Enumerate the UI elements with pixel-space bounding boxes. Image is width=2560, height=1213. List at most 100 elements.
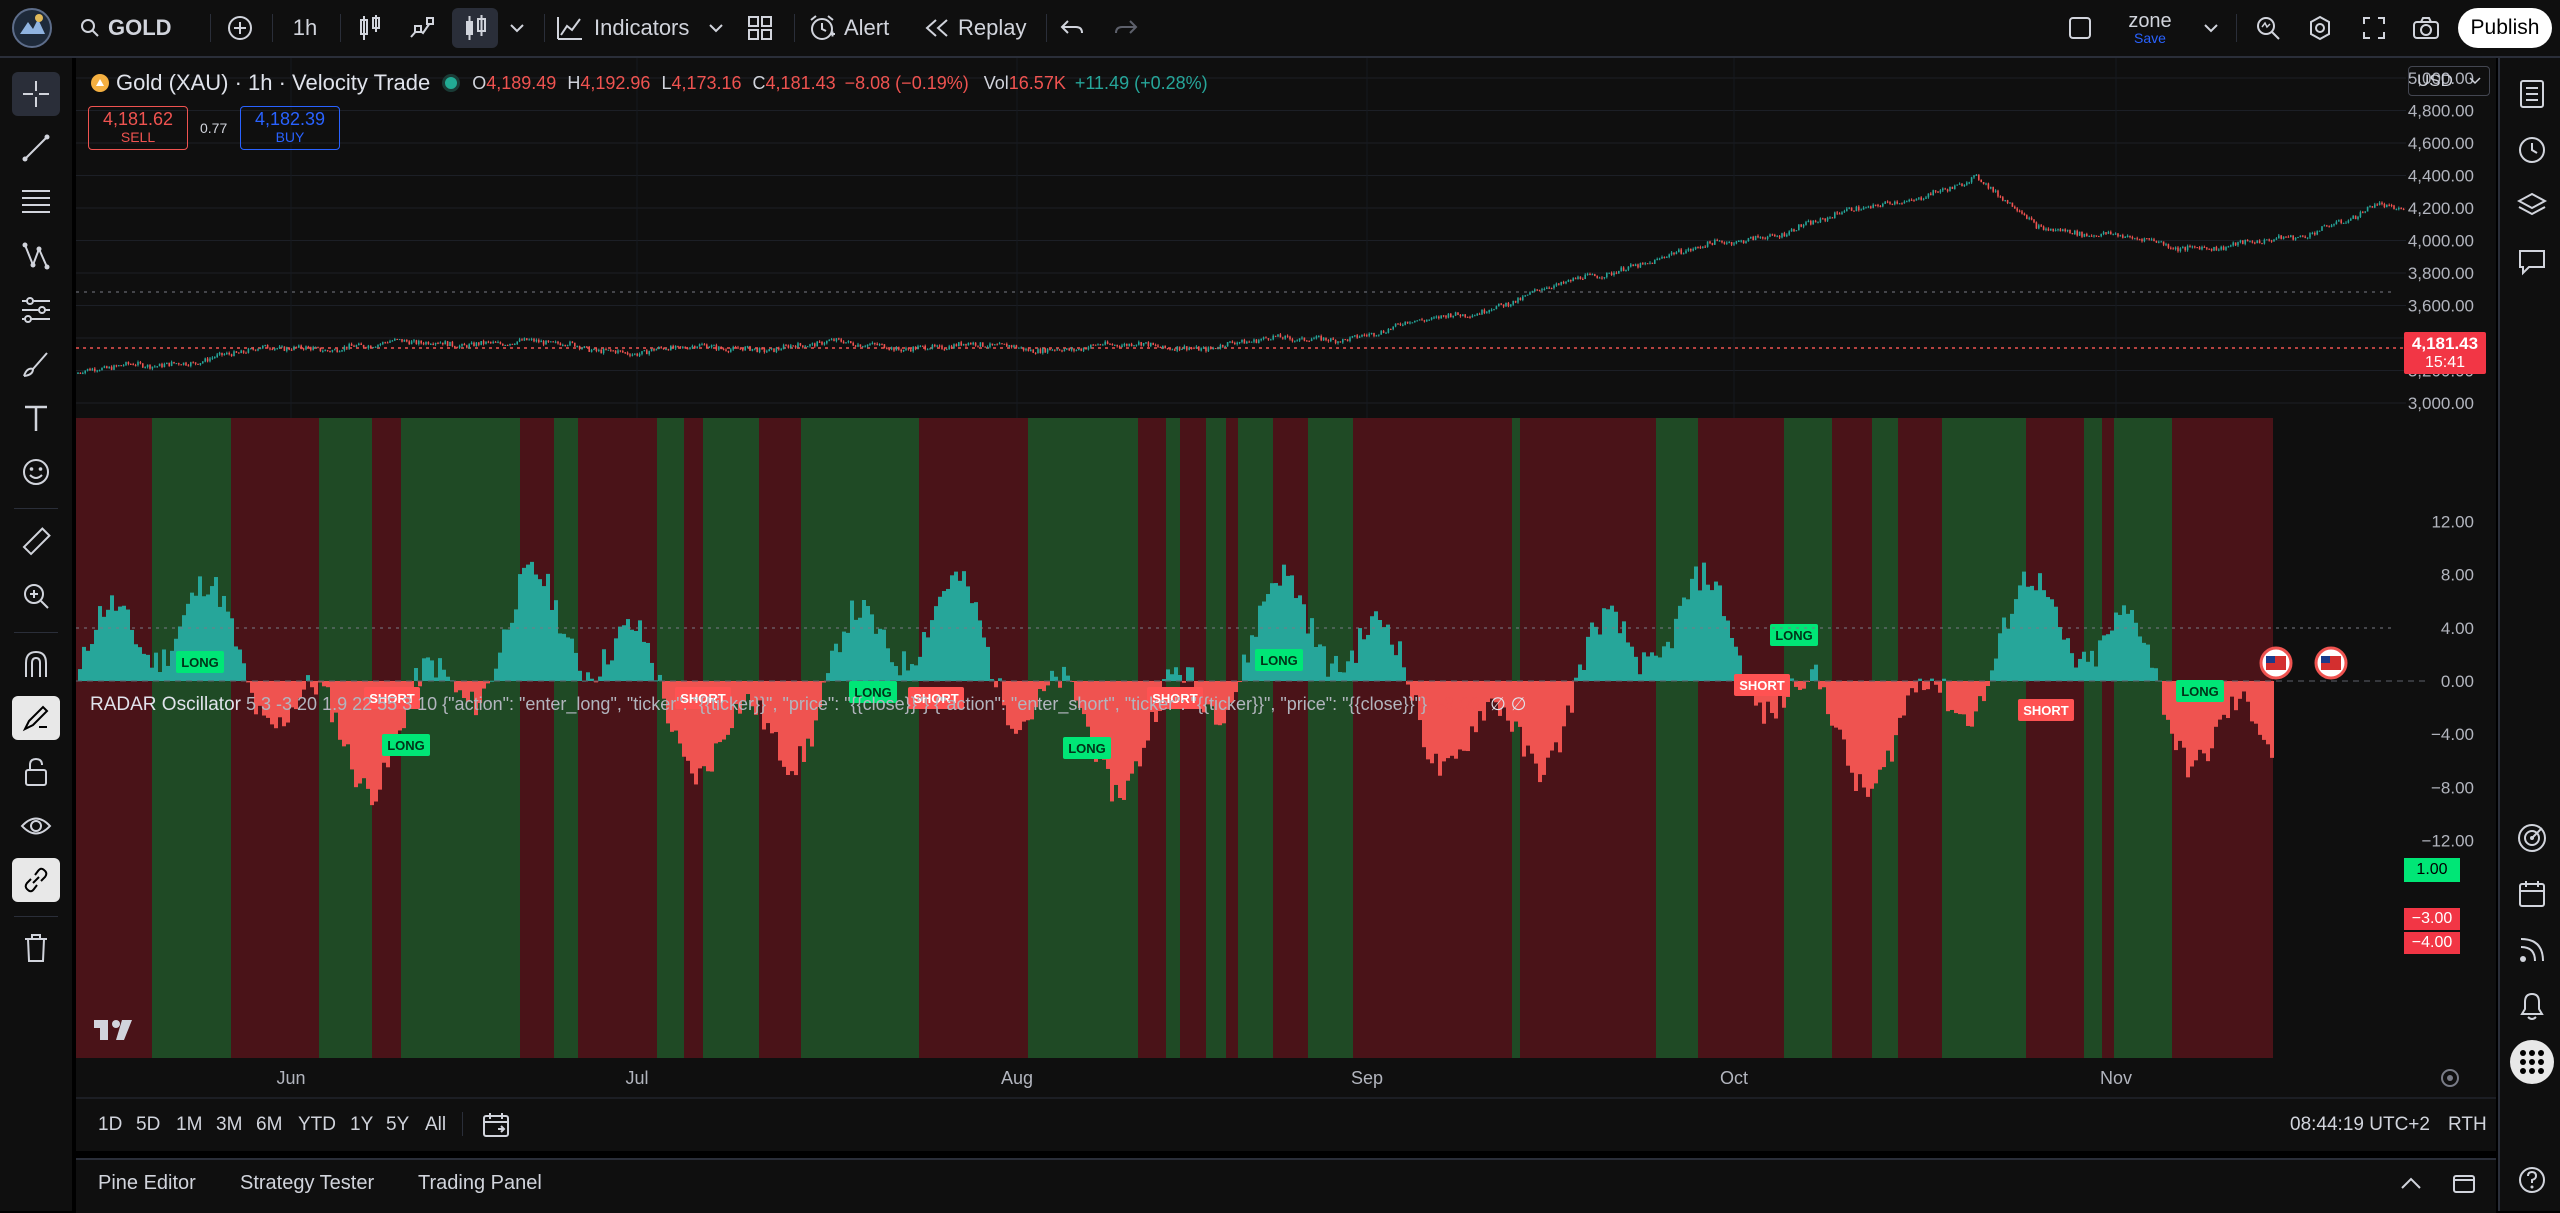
negative-bar bbox=[346, 681, 350, 745]
link-icon[interactable] bbox=[12, 858, 60, 902]
settings-gear-icon[interactable] bbox=[2441, 1069, 2459, 1087]
candle-body bbox=[91, 368, 94, 371]
trash-icon[interactable] bbox=[12, 926, 60, 970]
positive-bar bbox=[134, 644, 138, 681]
positive-bar bbox=[434, 677, 438, 681]
chevron-down-icon[interactable] bbox=[2196, 8, 2226, 48]
chevron-down-icon[interactable] bbox=[502, 8, 532, 48]
chevron-up-icon[interactable] bbox=[2400, 1176, 2422, 1190]
candle-body bbox=[1380, 331, 1382, 335]
tab-strategy-tester[interactable]: Strategy Tester bbox=[240, 1172, 375, 1194]
help-icon[interactable] bbox=[2510, 1158, 2554, 1202]
candle-body bbox=[1790, 229, 1793, 232]
candle-body bbox=[1406, 321, 1409, 324]
forecasting-icon[interactable] bbox=[12, 288, 60, 332]
long-tag-label: LONG bbox=[854, 685, 892, 700]
interval-button[interactable]: 1h bbox=[282, 8, 328, 48]
range-5y[interactable]: 5Y bbox=[386, 1114, 410, 1135]
brush-icon[interactable] bbox=[12, 342, 60, 386]
bar-style-icon[interactable] bbox=[350, 8, 390, 48]
go-to-date-icon[interactable] bbox=[482, 1112, 510, 1138]
fib-retracement-icon[interactable] bbox=[12, 180, 60, 224]
candle-body bbox=[926, 349, 929, 351]
indicators-button[interactable]: Indicators bbox=[556, 8, 726, 48]
calendar-icon[interactable] bbox=[2510, 872, 2554, 916]
eye-icon[interactable] bbox=[12, 804, 60, 848]
positive-bar bbox=[906, 670, 910, 681]
target-icon[interactable] bbox=[2510, 816, 2554, 860]
settings-gear-icon[interactable] bbox=[2300, 8, 2340, 48]
range-ytd[interactable]: YTD bbox=[298, 1114, 336, 1135]
candle-body bbox=[2333, 224, 2335, 226]
candle-body bbox=[1332, 338, 1334, 340]
ruler-icon[interactable] bbox=[12, 520, 60, 564]
crosshair-icon[interactable] bbox=[12, 72, 60, 116]
chat-icon[interactable] bbox=[2510, 240, 2554, 284]
quick-search-icon[interactable] bbox=[2248, 8, 2288, 48]
currency-select[interactable]: USD bbox=[2408, 66, 2490, 96]
stay-in-drawing-mode-icon[interactable] bbox=[12, 696, 60, 740]
tab-trading-panel[interactable]: Trading Panel bbox=[418, 1172, 542, 1194]
candle-body bbox=[1814, 220, 1817, 223]
candle-body bbox=[2114, 233, 2117, 235]
alert-button[interactable]: Alert bbox=[808, 8, 908, 48]
fullscreen-square-icon[interactable] bbox=[2060, 8, 2100, 48]
positive-bar bbox=[1350, 650, 1354, 681]
candle-body bbox=[1301, 337, 1303, 339]
emoji-icon[interactable] bbox=[12, 450, 60, 494]
range-1y[interactable]: 1Y bbox=[350, 1114, 374, 1135]
range-all[interactable]: All bbox=[425, 1114, 447, 1135]
redo-icon[interactable] bbox=[1106, 8, 1146, 48]
feed-icon[interactable] bbox=[2510, 928, 2554, 972]
symbol-title[interactable]: Gold (XAU) · 1h · Velocity Trade bbox=[116, 70, 431, 95]
text-tool-icon[interactable] bbox=[12, 396, 60, 440]
range-3m[interactable]: 3M bbox=[216, 1114, 243, 1135]
chart-area[interactable]: LONG LONG LONG LONG LONG LONG LONG SHORT SHORT SH… bbox=[76, 58, 2496, 1151]
sell-button[interactable]: 4,181.62 SELL bbox=[88, 106, 188, 150]
clock-icon[interactable] bbox=[2510, 128, 2554, 172]
candles-style-icon[interactable] bbox=[452, 8, 498, 48]
oscillator-name[interactable]: RADAR Oscillator bbox=[90, 694, 241, 715]
candle-body bbox=[1519, 298, 1522, 301]
buy-button[interactable]: 4,182.39 BUY bbox=[240, 106, 340, 150]
layout-save-button[interactable]: zone Save bbox=[2120, 8, 2180, 48]
symbol-search-button[interactable]: GOLD bbox=[80, 8, 190, 48]
templates-grid-icon[interactable] bbox=[740, 8, 780, 48]
replay-button[interactable]: Replay bbox=[924, 8, 1034, 48]
apps-grid-icon[interactable] bbox=[2510, 1040, 2554, 1084]
candle-body bbox=[713, 345, 715, 347]
event-flag-icon[interactable] bbox=[2314, 646, 2348, 680]
clock-display[interactable]: 08:44:19 UTC+2 bbox=[2290, 1114, 2430, 1135]
publish-button[interactable]: Publish bbox=[2458, 8, 2552, 48]
camera-icon[interactable] bbox=[2406, 8, 2446, 48]
tab-pine-editor[interactable]: Pine Editor bbox=[98, 1172, 196, 1194]
compare-add-icon[interactable] bbox=[220, 8, 260, 48]
event-flag-icon[interactable] bbox=[2259, 646, 2293, 680]
magnet-icon[interactable] bbox=[12, 642, 60, 686]
layers-icon[interactable] bbox=[2510, 184, 2554, 228]
logo-avatar[interactable] bbox=[6, 8, 58, 48]
bell-icon[interactable] bbox=[2510, 984, 2554, 1028]
range-6m[interactable]: 6M bbox=[256, 1114, 283, 1135]
fullscreen-icon[interactable] bbox=[2354, 8, 2394, 48]
candle-body bbox=[2196, 247, 2198, 249]
zoom-in-icon[interactable] bbox=[12, 574, 60, 618]
lock-icon[interactable] bbox=[12, 750, 60, 794]
watchlist-icon[interactable] bbox=[2510, 72, 2554, 116]
range-5d[interactable]: 5D bbox=[136, 1114, 161, 1135]
negative-bar bbox=[1914, 681, 1918, 693]
range-1m[interactable]: 1M bbox=[176, 1114, 203, 1135]
undo-icon[interactable] bbox=[1052, 8, 1092, 48]
session-toggle[interactable]: RTH bbox=[2448, 1114, 2487, 1135]
range-1d[interactable]: 1D bbox=[98, 1114, 123, 1135]
positive-bar bbox=[1810, 669, 1814, 681]
trend-line-icon[interactable] bbox=[12, 126, 60, 170]
line-style-icon[interactable] bbox=[402, 8, 442, 48]
tradingview-logo[interactable] bbox=[94, 1020, 132, 1040]
negative-bar bbox=[818, 681, 822, 708]
negative-bar bbox=[1846, 681, 1850, 766]
maximize-panel-icon[interactable] bbox=[2452, 1172, 2476, 1194]
pattern-icon[interactable] bbox=[12, 234, 60, 278]
candle-body bbox=[2326, 225, 2328, 227]
